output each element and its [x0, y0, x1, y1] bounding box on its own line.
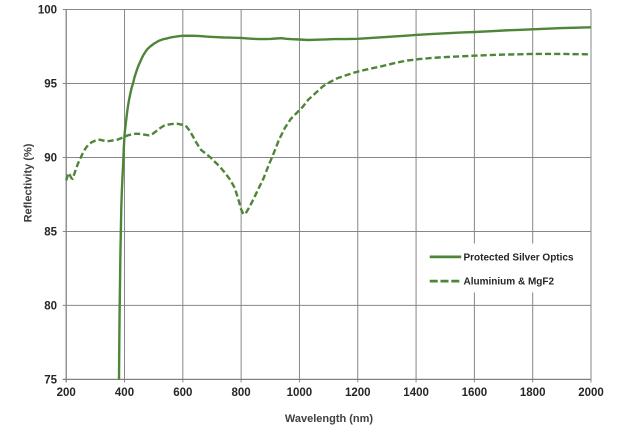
svg-text:200: 200 [57, 387, 76, 399]
svg-text:95: 95 [44, 79, 57, 91]
svg-text:1600: 1600 [462, 387, 488, 399]
svg-text:100: 100 [38, 5, 57, 17]
svg-text:Wavelength (nm): Wavelength (nm) [285, 413, 374, 425]
svg-text:1200: 1200 [345, 387, 371, 399]
svg-text:Reflectivity (%): Reflectivity (%) [23, 143, 35, 222]
svg-text:1000: 1000 [287, 387, 313, 399]
svg-text:800: 800 [232, 387, 251, 399]
svg-text:Protected Silver Optics: Protected Silver Optics [464, 252, 574, 263]
svg-text:Aluminium & MgF2: Aluminium & MgF2 [464, 277, 555, 288]
svg-text:80: 80 [44, 300, 57, 312]
svg-text:75: 75 [44, 374, 57, 386]
svg-text:2000: 2000 [578, 387, 604, 399]
svg-text:1400: 1400 [403, 387, 429, 399]
svg-text:85: 85 [44, 226, 57, 238]
svg-text:90: 90 [44, 153, 57, 165]
svg-text:400: 400 [115, 387, 134, 399]
svg-text:600: 600 [173, 387, 192, 399]
svg-text:1800: 1800 [520, 387, 546, 399]
